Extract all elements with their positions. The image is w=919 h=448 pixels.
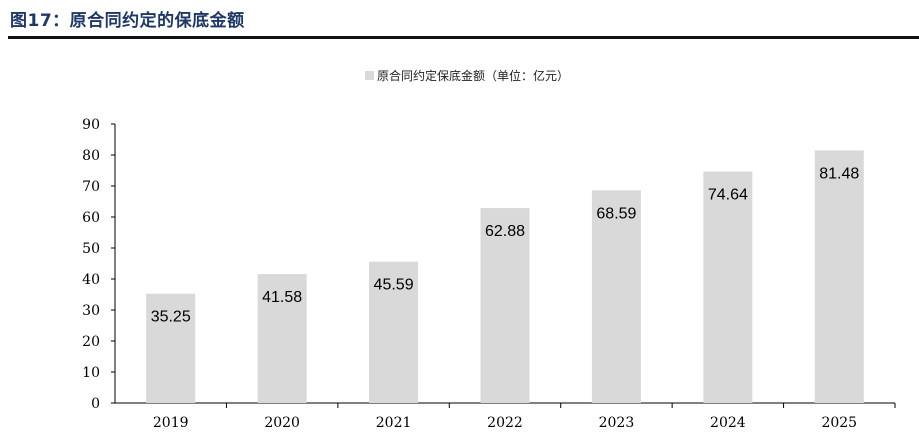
bars — [146, 150, 864, 403]
x-tick-label: 2022 — [487, 415, 523, 431]
data-label: 74.64 — [708, 187, 748, 204]
x-tick-label: 2020 — [264, 415, 300, 431]
bar — [480, 208, 530, 403]
legend: 原合同约定保底金额（单位：亿元） — [365, 68, 569, 83]
y-tick-label: 30 — [82, 303, 100, 319]
data-label: 68.59 — [596, 205, 636, 222]
bar — [146, 293, 196, 403]
y-tick-label: 90 — [82, 117, 100, 133]
data-label: 41.58 — [262, 289, 302, 306]
x-tick-label: 2023 — [599, 415, 635, 431]
y-ticks: 0 10 20 30 40 50 60 70 80 90 — [82, 117, 115, 412]
data-label: 62.88 — [485, 223, 525, 240]
y-tick-label: 20 — [82, 334, 100, 350]
x-tick-label: 2021 — [376, 415, 412, 431]
legend-label: 原合同约定保底金额（单位：亿元） — [377, 68, 569, 83]
bar — [369, 261, 419, 403]
y-tick-label: 0 — [91, 396, 100, 412]
data-label: 45.59 — [374, 277, 414, 294]
figure-title: 图17：原合同约定的保底金额 — [10, 11, 245, 31]
bar — [814, 150, 864, 403]
title-rule — [8, 36, 919, 39]
x-tick-label: 2024 — [710, 415, 746, 431]
y-tick-label: 50 — [82, 241, 100, 257]
legend-swatch — [365, 71, 374, 80]
data-label: 81.48 — [819, 165, 859, 182]
y-tick-label: 10 — [82, 365, 100, 381]
bar — [703, 171, 753, 403]
y-tick-label: 60 — [82, 210, 100, 226]
x-tick-label: 2019 — [153, 415, 189, 431]
y-tick-label: 80 — [82, 148, 100, 164]
bar — [257, 274, 307, 403]
data-labels: 35.25 41.58 45.59 62.88 68.59 74.64 81.48 — [151, 165, 860, 325]
y-tick-label: 40 — [82, 272, 100, 288]
y-tick-label: 70 — [82, 179, 100, 195]
bar — [591, 190, 641, 403]
data-label: 35.25 — [151, 309, 191, 326]
x-ticks: 2019 2020 2021 2022 2023 2024 2025 — [153, 403, 896, 431]
x-tick-label: 2025 — [821, 415, 857, 431]
